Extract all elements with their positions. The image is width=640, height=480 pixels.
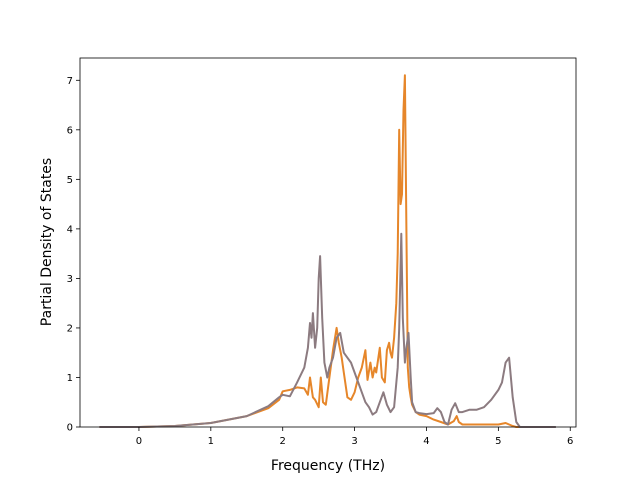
y-tick-label: 4	[67, 224, 73, 235]
x-tick-label: 4	[423, 436, 429, 447]
series-line-1	[99, 74, 520, 428]
x-axis-title: Frequency (THz)	[271, 458, 385, 474]
y-axis-title: Partial Density of States	[39, 158, 55, 326]
series-line-2	[99, 232, 556, 428]
y-tick-label: 3	[67, 274, 73, 285]
x-tick-label: 1	[208, 436, 214, 447]
x-axis-ticks: 0 1 2 3 4 5 6	[136, 427, 573, 447]
plot-lines	[99, 74, 556, 428]
x-tick-label: 5	[495, 436, 501, 447]
y-tick-label: 6	[67, 125, 73, 136]
y-tick-label: 1	[67, 373, 73, 384]
y-tick-label: 0	[67, 423, 73, 434]
y-tick-label: 2	[67, 323, 73, 334]
y-tick-label: 7	[67, 76, 73, 87]
y-axis-ticks: 0 1 2 3 4 5 6 7	[67, 76, 80, 434]
x-tick-label: 0	[136, 436, 142, 447]
y-tick-label: 5	[67, 175, 73, 186]
x-tick-label: 6	[567, 436, 573, 447]
x-tick-label: 2	[280, 436, 286, 447]
plot-frame	[79, 57, 577, 428]
x-tick-label: 3	[351, 436, 357, 447]
